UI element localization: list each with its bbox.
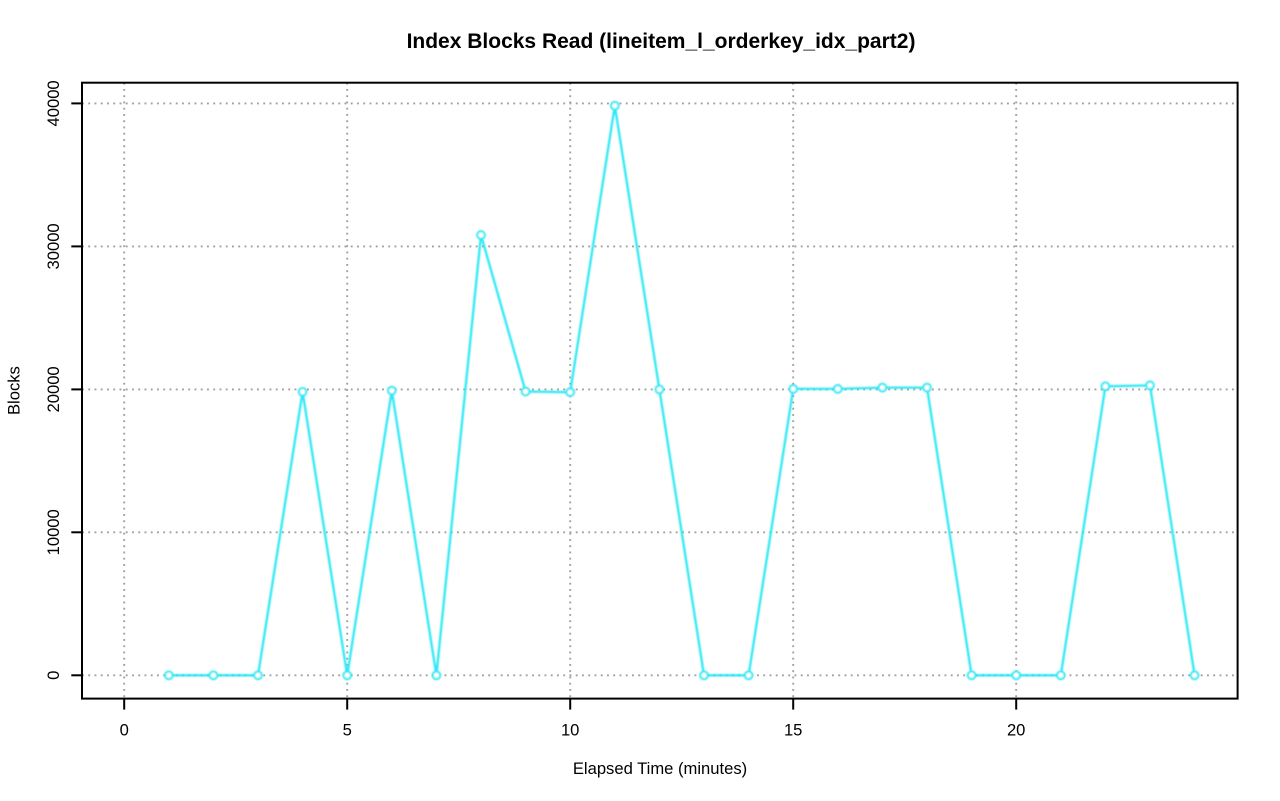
- svg-text:20000: 20000: [44, 366, 63, 412]
- svg-text:Blocks: Blocks: [5, 366, 24, 415]
- svg-text:15: 15: [784, 720, 802, 739]
- svg-text:30000: 30000: [44, 223, 63, 269]
- svg-text:20: 20: [1007, 720, 1025, 739]
- svg-text:0: 0: [120, 720, 129, 739]
- svg-text:10000: 10000: [44, 509, 63, 555]
- svg-text:Index Blocks Read (lineitem_l_: Index Blocks Read (lineitem_l_orderkey_i…: [407, 30, 916, 53]
- svg-text:10: 10: [561, 720, 579, 739]
- svg-text:5: 5: [343, 720, 352, 739]
- svg-text:0: 0: [44, 671, 63, 680]
- svg-text:Elapsed Time (minutes): Elapsed Time (minutes): [573, 759, 747, 778]
- svg-text:40000: 40000: [44, 80, 63, 126]
